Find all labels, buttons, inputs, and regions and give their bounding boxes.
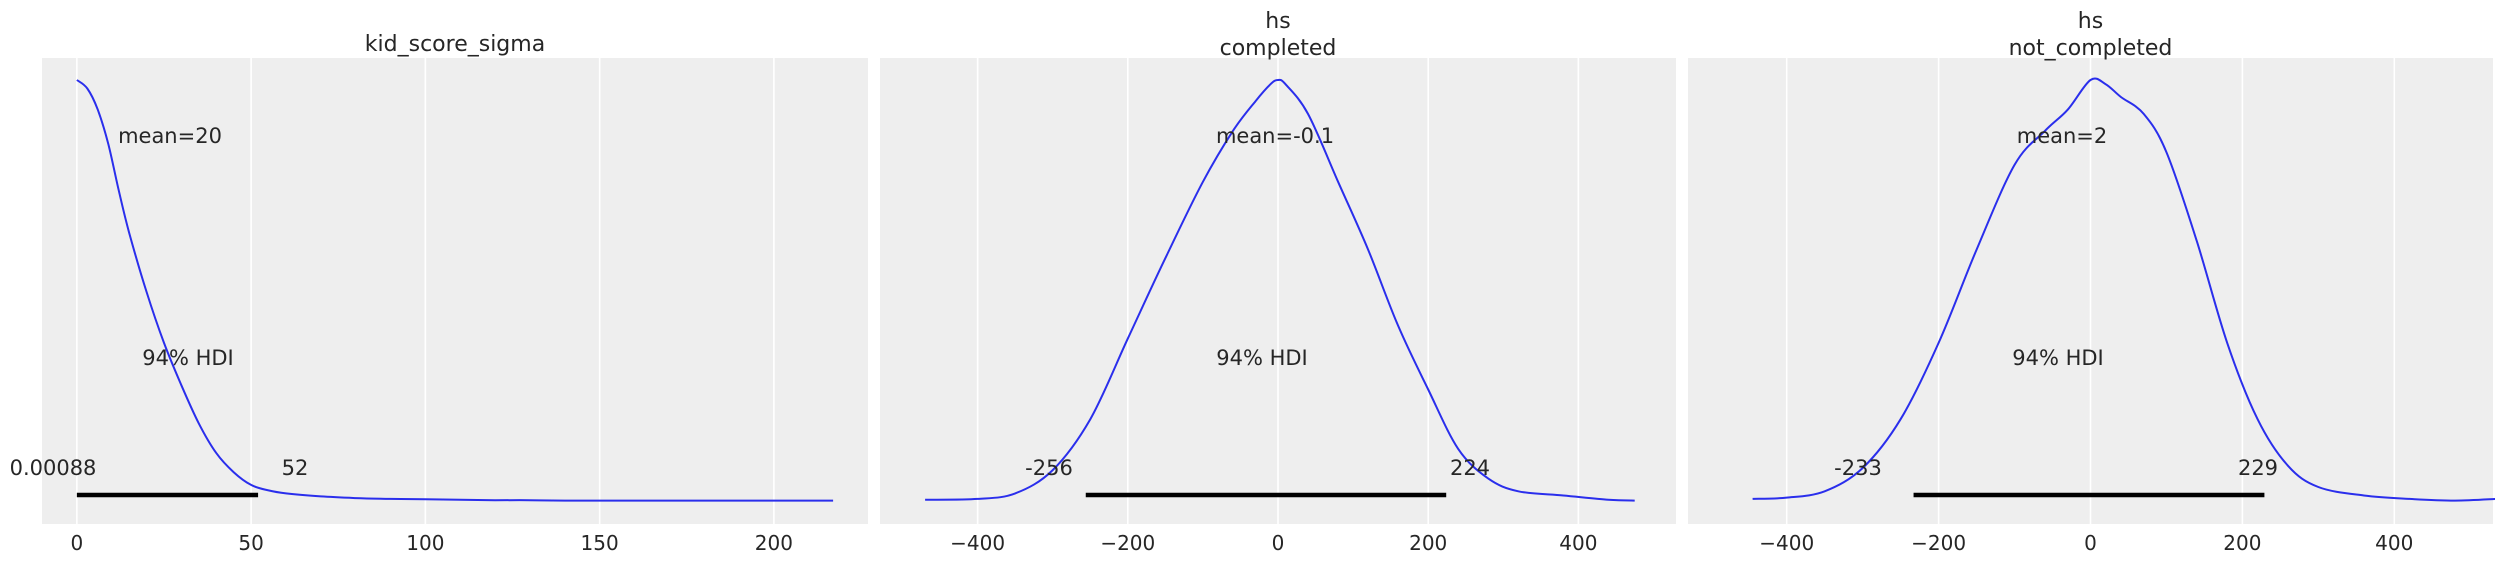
x-tick-label: 150 bbox=[581, 531, 619, 555]
panel-subtitle: completed bbox=[1220, 36, 1337, 61]
x-tick-label: 0 bbox=[1272, 531, 1285, 555]
x-tick-label: 400 bbox=[2375, 531, 2413, 555]
hdi-label: 94% HDI bbox=[142, 346, 234, 370]
x-tick-label: −400 bbox=[1759, 531, 1814, 555]
x-tick-label: 200 bbox=[755, 531, 793, 555]
panel-title: hs bbox=[1265, 9, 1290, 34]
density-curve bbox=[1752, 77, 2495, 502]
x-tick-label: 50 bbox=[238, 531, 263, 555]
plot-background bbox=[42, 58, 868, 524]
mean-label: mean=20 bbox=[118, 124, 222, 148]
hdi-lower-label: -233 bbox=[1834, 456, 1882, 480]
panel-1: kid_score_sigma mean=20 94% HDI 0.00088 52 0 5… bbox=[10, 32, 868, 555]
hdi-label: 94% HDI bbox=[1216, 346, 1308, 370]
x-tick-label: 400 bbox=[1559, 531, 1597, 555]
density-curve bbox=[76, 79, 834, 502]
hdi-lower-label: 0.00088 bbox=[10, 456, 97, 480]
x-tick-label: 100 bbox=[406, 531, 444, 555]
x-tick-label: 200 bbox=[1409, 531, 1447, 555]
hdi-lower-label: -256 bbox=[1025, 456, 1073, 480]
x-tick-label: −400 bbox=[950, 531, 1005, 555]
panel-title: hs bbox=[2078, 9, 2103, 34]
panel-subtitle: not_completed bbox=[2009, 36, 2173, 61]
hdi-label: 94% HDI bbox=[2012, 346, 2104, 370]
density-curve bbox=[925, 78, 1635, 502]
x-tick-label: −200 bbox=[1911, 531, 1966, 555]
x-tick-label: −200 bbox=[1100, 531, 1155, 555]
mean-label: mean=2 bbox=[2017, 124, 2108, 148]
x-tick-label: 0 bbox=[2084, 531, 2097, 555]
x-tick-label: 200 bbox=[2223, 531, 2261, 555]
hdi-upper-label: 52 bbox=[282, 456, 309, 480]
x-tick-label: 0 bbox=[70, 531, 83, 555]
mean-label: mean=-0.1 bbox=[1216, 124, 1334, 148]
panel-title: kid_score_sigma bbox=[365, 32, 545, 57]
hdi-upper-label: 224 bbox=[1450, 456, 1490, 480]
hdi-upper-label: 229 bbox=[2238, 456, 2278, 480]
